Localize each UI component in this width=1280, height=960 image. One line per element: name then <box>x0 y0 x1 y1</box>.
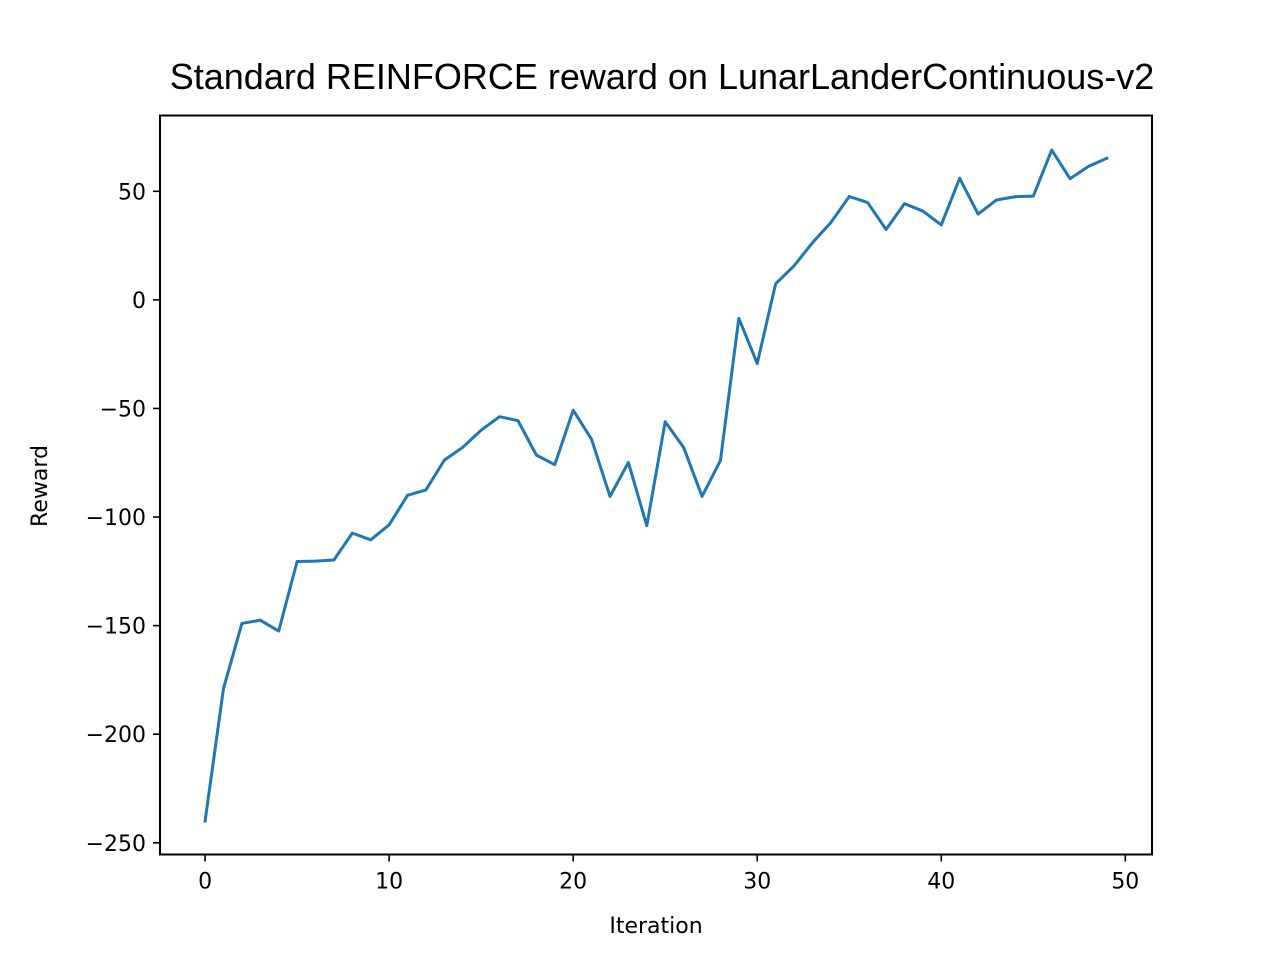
x-tick-label: 20 <box>559 870 587 895</box>
x-axis: 0 10 20 30 40 50 <box>198 854 1139 895</box>
reward-series-line <box>203 148 1109 823</box>
y-tick-label: −150 <box>86 615 146 640</box>
x-axis-label: Iteration <box>609 914 702 939</box>
chart-title: Standard REINFORCE reward on LunarLander… <box>170 56 1155 97</box>
series-layer <box>203 148 1109 823</box>
x-tick-label: 10 <box>375 870 403 895</box>
y-tick-label: −200 <box>86 723 146 748</box>
x-tick-label: 40 <box>927 870 955 895</box>
x-tick-label: 50 <box>1111 870 1139 895</box>
plot-area-frame <box>159 114 1153 856</box>
y-tick-label: 0 <box>132 289 146 314</box>
y-axis: −250 −200 −150 −100 −50 0 50 <box>86 180 160 857</box>
y-tick-label: −250 <box>86 832 146 857</box>
x-tick-label: 0 <box>198 870 212 895</box>
x-tick-label: 30 <box>743 870 771 895</box>
y-tick-label: −100 <box>86 506 146 531</box>
y-tick-label: −50 <box>100 397 146 422</box>
y-tick-label: 50 <box>118 180 146 205</box>
y-axis-label: Reward <box>28 445 53 527</box>
